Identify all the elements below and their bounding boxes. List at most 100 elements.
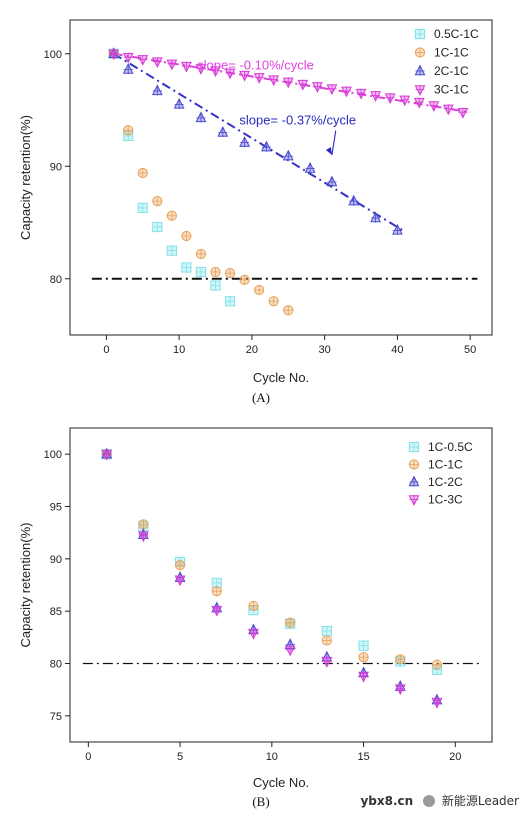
data-point bbox=[108, 49, 120, 61]
data-point bbox=[283, 305, 294, 316]
series-0 bbox=[101, 449, 443, 675]
data-point bbox=[254, 284, 265, 296]
legend-marker bbox=[414, 64, 426, 76]
watermark-account: 新能源Leader bbox=[441, 794, 519, 808]
legend-label: 2C-1C bbox=[434, 64, 469, 78]
legend-label: 3C-1C bbox=[434, 83, 469, 97]
data-point bbox=[210, 66, 221, 78]
data-point bbox=[431, 659, 443, 670]
legend: 1C-0.5C 1C-1C 1C-2C 1C-3C bbox=[408, 440, 473, 507]
data-point bbox=[195, 266, 207, 278]
data-point bbox=[239, 274, 250, 285]
data-point bbox=[394, 684, 406, 696]
data-point bbox=[282, 77, 294, 89]
data-point bbox=[358, 652, 369, 663]
data-point bbox=[253, 72, 265, 84]
data-point bbox=[137, 531, 149, 543]
data-point bbox=[211, 605, 223, 617]
legend-label: 1C-3C bbox=[428, 493, 463, 507]
data-point bbox=[304, 161, 316, 174]
data-point bbox=[326, 175, 338, 187]
data-point bbox=[248, 628, 259, 640]
data-point bbox=[321, 625, 332, 637]
data-point bbox=[457, 107, 469, 119]
legend-marker bbox=[414, 28, 426, 40]
plot-frame bbox=[69, 427, 493, 743]
x-tick-label: 0 bbox=[85, 751, 91, 763]
data-point bbox=[370, 211, 381, 223]
panel-label: (B) bbox=[252, 794, 269, 809]
legend-marker bbox=[414, 84, 426, 97]
y-tick-label: 90 bbox=[50, 161, 62, 173]
slope-annotation-1: slope= -0.37%/cycle bbox=[239, 113, 356, 128]
data-point bbox=[395, 654, 406, 665]
data-point bbox=[152, 196, 163, 207]
y-tick-label: 80 bbox=[50, 274, 62, 286]
data-point bbox=[174, 575, 186, 587]
data-point bbox=[181, 230, 192, 242]
x-tick-label: 10 bbox=[173, 344, 185, 356]
data-point bbox=[341, 86, 352, 98]
wechat-icon bbox=[423, 795, 436, 807]
data-point bbox=[211, 586, 222, 597]
x-axis-title: Cycle No. bbox=[253, 775, 309, 790]
data-point bbox=[181, 262, 192, 273]
data-point bbox=[268, 296, 279, 307]
data-point bbox=[311, 81, 323, 93]
data-point bbox=[122, 62, 134, 75]
y-axis-title: Capacity retention(%) bbox=[18, 115, 33, 240]
data-point bbox=[151, 84, 163, 96]
data-point bbox=[210, 266, 221, 278]
chart-panel-a: 0 10 20 30 40 50 80 90 100 Cycle No. Capacity rete… bbox=[18, 19, 493, 405]
data-point bbox=[431, 697, 443, 709]
data-point bbox=[195, 63, 207, 75]
data-point bbox=[195, 248, 207, 260]
data-point bbox=[217, 125, 229, 138]
legend-label: 1C-1C bbox=[434, 46, 469, 60]
data-point bbox=[358, 640, 369, 651]
legend-label: 0.5C-1C bbox=[434, 27, 479, 41]
series-2 bbox=[101, 447, 443, 705]
data-point bbox=[211, 577, 222, 589]
x-tick-label: 20 bbox=[246, 344, 258, 356]
data-point bbox=[239, 70, 251, 82]
plot-frame bbox=[69, 19, 493, 336]
data-point bbox=[321, 635, 332, 646]
data-point bbox=[224, 296, 236, 307]
data-point bbox=[261, 140, 272, 152]
series-1 bbox=[101, 449, 443, 670]
data-point bbox=[285, 617, 296, 628]
legend: 0.5C-1C 1C-1C 2C-1C 3C-1C bbox=[414, 27, 479, 97]
y-axis-title: Capacity retention(%) bbox=[18, 523, 33, 648]
x-tick-label: 20 bbox=[449, 751, 461, 763]
data-point bbox=[151, 57, 163, 69]
legend-marker bbox=[408, 494, 420, 507]
x-tick-label: 5 bbox=[177, 751, 183, 763]
data-point bbox=[297, 79, 309, 91]
data-point bbox=[355, 88, 367, 100]
y-tick-label: 85 bbox=[50, 606, 62, 618]
y-tick-label: 90 bbox=[50, 554, 62, 566]
data-point bbox=[348, 194, 360, 206]
watermark-site: ybx8.cn bbox=[360, 794, 414, 808]
x-tick-label: 50 bbox=[464, 344, 476, 356]
series-1 bbox=[108, 48, 294, 316]
data-point bbox=[358, 671, 369, 683]
data-point bbox=[137, 167, 148, 179]
arrow-head bbox=[325, 147, 332, 155]
legend-marker bbox=[414, 47, 426, 58]
y-tick-label: 75 bbox=[50, 711, 62, 723]
data-point bbox=[174, 560, 186, 571]
data-point bbox=[123, 125, 134, 136]
data-point bbox=[210, 280, 221, 291]
data-point bbox=[173, 97, 185, 109]
data-point bbox=[166, 210, 177, 221]
legend-marker bbox=[408, 441, 420, 453]
legend-marker bbox=[408, 459, 420, 470]
data-point bbox=[239, 136, 251, 148]
series-3 bbox=[101, 449, 443, 709]
data-point bbox=[326, 84, 338, 96]
legend-marker bbox=[408, 475, 420, 487]
x-axis-title: Cycle No. bbox=[253, 370, 309, 385]
data-point bbox=[282, 149, 294, 161]
